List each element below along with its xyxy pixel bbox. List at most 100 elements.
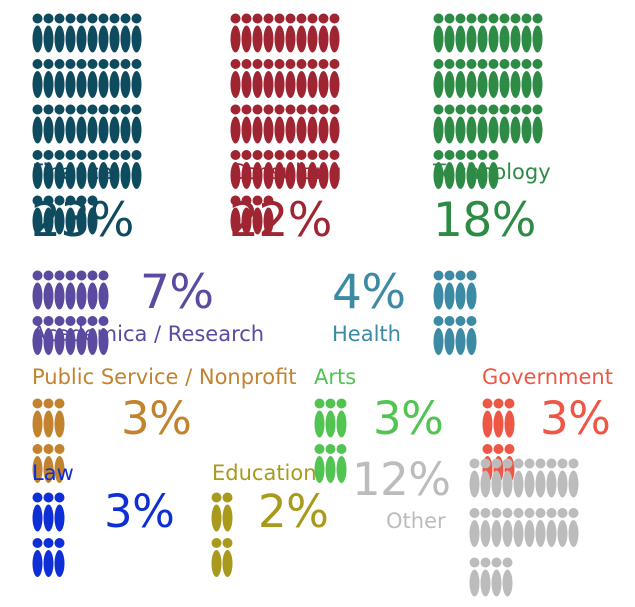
- person-icon: [557, 458, 568, 498]
- person-icon: [87, 195, 98, 235]
- academica-percent: 7%: [140, 265, 214, 320]
- person-icon: [65, 13, 76, 53]
- person-icon: [54, 538, 65, 577]
- person-icon: [466, 150, 477, 189]
- person-icon: [274, 59, 285, 98]
- arts-percent: 3%: [373, 392, 444, 445]
- person-icon: [521, 104, 532, 144]
- person-icon: [488, 150, 499, 189]
- person-icon: [568, 458, 579, 498]
- person-icon: [32, 195, 43, 235]
- law-percent: 3%: [104, 485, 175, 538]
- person-icon: [230, 195, 241, 235]
- person-icon: [444, 150, 455, 189]
- person-icon: [532, 59, 543, 98]
- person-icon: [307, 104, 318, 144]
- person-icon: [43, 13, 54, 53]
- person-icon: [524, 458, 535, 498]
- government-percent: 3%: [540, 392, 611, 445]
- person-icon: [285, 104, 296, 144]
- technology-icons: [433, 13, 543, 199]
- person-icon: [510, 59, 521, 98]
- person-icon: [241, 59, 252, 98]
- person-icon: [329, 104, 340, 144]
- person-icon: [318, 150, 329, 189]
- person-icon: [32, 538, 43, 577]
- person-icon: [329, 150, 340, 189]
- person-icon: [513, 458, 524, 498]
- person-icon: [54, 270, 65, 310]
- person-icon: [307, 59, 318, 98]
- academica-icon-grid: [32, 270, 109, 355]
- person-icon: [296, 104, 307, 144]
- education-percent: 2%: [258, 485, 329, 538]
- person-icon: [568, 508, 579, 547]
- person-icon: [477, 13, 488, 53]
- government-label: Government: [482, 365, 613, 389]
- person-icon: [455, 150, 466, 189]
- person-icon: [480, 458, 491, 498]
- person-icon: [480, 508, 491, 547]
- person-icon: [499, 104, 510, 144]
- person-icon: [65, 104, 76, 144]
- person-icon: [274, 104, 285, 144]
- person-icon: [98, 13, 109, 53]
- person-icon: [54, 492, 65, 532]
- consulting-icon-grid: [230, 13, 340, 235]
- person-icon: [87, 59, 98, 98]
- person-icon: [466, 270, 477, 310]
- person-icon: [314, 398, 325, 438]
- person-icon: [87, 270, 98, 310]
- person-icon: [98, 104, 109, 144]
- person-icon: [120, 13, 131, 53]
- finance-icons: [32, 13, 142, 245]
- person-icon: [87, 316, 98, 355]
- consulting-label: Consulting: [230, 160, 342, 184]
- person-icon: [491, 458, 502, 498]
- person-icon: [76, 150, 87, 189]
- person-icon: [98, 270, 109, 310]
- person-icon: [87, 104, 98, 144]
- person-icon: [444, 59, 455, 98]
- person-icon: [546, 508, 557, 547]
- person-icon: [521, 59, 532, 98]
- person-icon: [43, 538, 54, 577]
- person-icon: [43, 316, 54, 355]
- public-service-icon-grid: [32, 398, 65, 483]
- person-icon: [32, 104, 43, 144]
- person-icon: [120, 59, 131, 98]
- person-icon: [513, 508, 524, 547]
- education-icons: [211, 492, 233, 587]
- person-icon: [54, 195, 65, 235]
- person-icon: [76, 195, 87, 235]
- person-icon: [43, 150, 54, 189]
- person-icon: [65, 316, 76, 355]
- health-icons: [433, 270, 477, 365]
- person-icon: [477, 59, 488, 98]
- education-label: Education: [212, 461, 317, 485]
- person-icon: [296, 13, 307, 53]
- person-icon: [296, 59, 307, 98]
- law-icons: [32, 492, 65, 587]
- person-icon: [318, 13, 329, 53]
- person-icon: [336, 444, 347, 483]
- person-icon: [109, 13, 120, 53]
- public-service-percent: 3%: [121, 392, 192, 445]
- person-icon: [252, 150, 263, 189]
- person-icon: [32, 13, 43, 53]
- person-icon: [32, 150, 43, 189]
- person-icon: [307, 13, 318, 53]
- finance-icon-grid: [32, 13, 142, 235]
- person-icon: [109, 59, 120, 98]
- person-icon: [76, 270, 87, 310]
- person-icon: [32, 444, 43, 483]
- law-icon-grid: [32, 492, 65, 577]
- person-icon: [32, 398, 43, 438]
- other-label: Other: [386, 509, 446, 533]
- person-icon: [488, 13, 499, 53]
- person-icon: [43, 444, 54, 483]
- person-icon: [43, 104, 54, 144]
- person-icon: [469, 557, 480, 597]
- person-icon: [87, 13, 98, 53]
- person-icon: [477, 150, 488, 189]
